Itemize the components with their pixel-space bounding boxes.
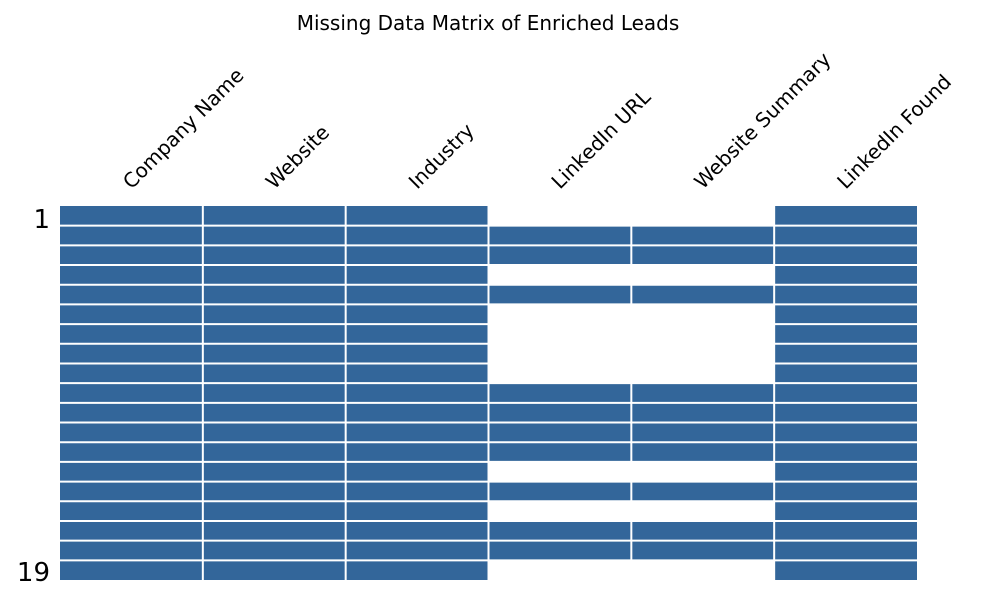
matrix-cell-present: [488, 481, 632, 502]
matrix-cells: [60, 206, 917, 580]
matrix-cell-present: [774, 206, 917, 580]
column-label: Website Summary: [689, 47, 835, 193]
matrix-cell-present: [202, 206, 346, 580]
column-label: LinkedIn URL: [546, 84, 655, 193]
column-label: Website: [261, 120, 334, 193]
matrix-cell-present: [345, 206, 489, 580]
column-label: Company Name: [118, 63, 248, 193]
column-labels: Company Name Website Industry LinkedIn URL W…: [118, 47, 956, 193]
matrix-cell-present: [631, 481, 775, 502]
row-label-first: 1: [33, 205, 50, 235]
column-label: Industry: [404, 118, 479, 193]
row-label-last: 19: [17, 558, 50, 588]
column-label: LinkedIn Found: [832, 70, 956, 194]
matrix-cell-present: [631, 284, 775, 305]
matrix-cell-present: [488, 284, 632, 305]
matrix-cell-present: [60, 206, 203, 580]
chart-title: Missing Data Matrix of Enriched Leads: [297, 11, 680, 35]
